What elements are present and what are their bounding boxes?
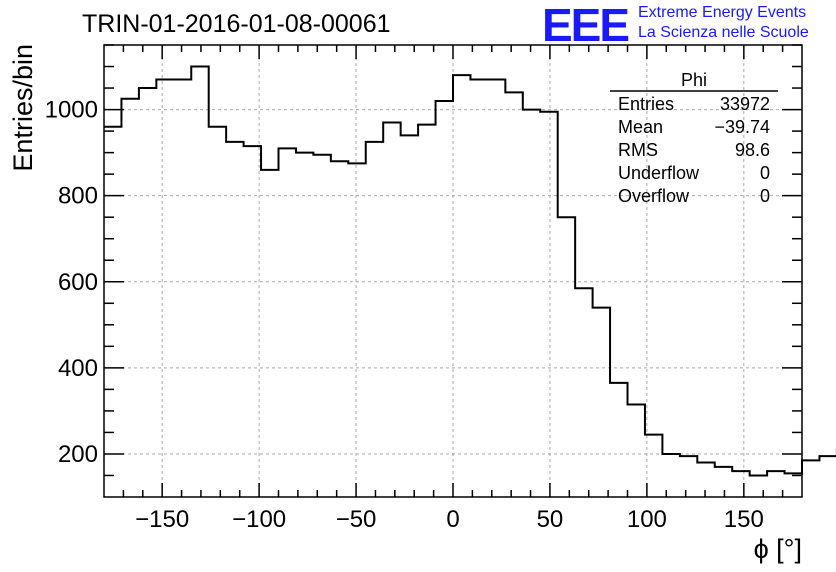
x-tick-label: −50 xyxy=(336,506,377,533)
stats-title: Phi xyxy=(681,70,707,90)
logo-caption-line1: Extreme Energy Events xyxy=(638,4,807,21)
y-tick-label: 600 xyxy=(58,269,98,296)
x-tick-label: 100 xyxy=(627,506,667,533)
logo-caption-line2: La Scienza nelle Scuole xyxy=(638,24,809,41)
axis-ticks xyxy=(104,44,802,497)
x-tick-label: 0 xyxy=(446,506,459,533)
x-tick-label: −150 xyxy=(135,506,189,533)
x-tick-label: 50 xyxy=(537,506,564,533)
stat-label-underflow: Underflow xyxy=(618,163,700,183)
grid-lines xyxy=(104,45,802,497)
stat-label-rms: RMS xyxy=(618,140,658,160)
x-tick-label: −100 xyxy=(232,506,286,533)
stat-label-overflow: Overflow xyxy=(618,186,690,206)
y-tick-label: 200 xyxy=(58,441,98,468)
stat-value-mean: −39.74 xyxy=(714,117,770,137)
stat-value-rms: 98.6 xyxy=(735,140,770,160)
y-axis-title: Entries/bin xyxy=(8,44,38,172)
y-tick-label: 1000 xyxy=(45,97,98,124)
stat-value-entries: 33972 xyxy=(720,94,770,114)
y-tick-label: 800 xyxy=(58,183,98,210)
histogram-line xyxy=(104,65,836,477)
y-tick-labels: 200 400 600 800 1000 xyxy=(45,97,98,468)
y-tick-label: 400 xyxy=(58,355,98,382)
x-axis-title: ϕ [°] xyxy=(754,534,802,564)
x-tick-label: 150 xyxy=(724,506,764,533)
stat-label-mean: Mean xyxy=(618,117,663,137)
eee-logo: EEE xyxy=(542,0,630,51)
stat-label-entries: Entries xyxy=(618,94,674,114)
histogram-title: TRIN-01-2016-01-08-00061 xyxy=(82,10,391,38)
stat-value-underflow: 0 xyxy=(760,163,770,183)
stat-value-overflow: 0 xyxy=(760,186,770,206)
stats-box: Phi Entries 33972 Mean −39.74 RMS 98.6 U… xyxy=(610,70,778,206)
x-tick-labels: −150 −100 −50 0 50 100 150 xyxy=(135,506,764,533)
